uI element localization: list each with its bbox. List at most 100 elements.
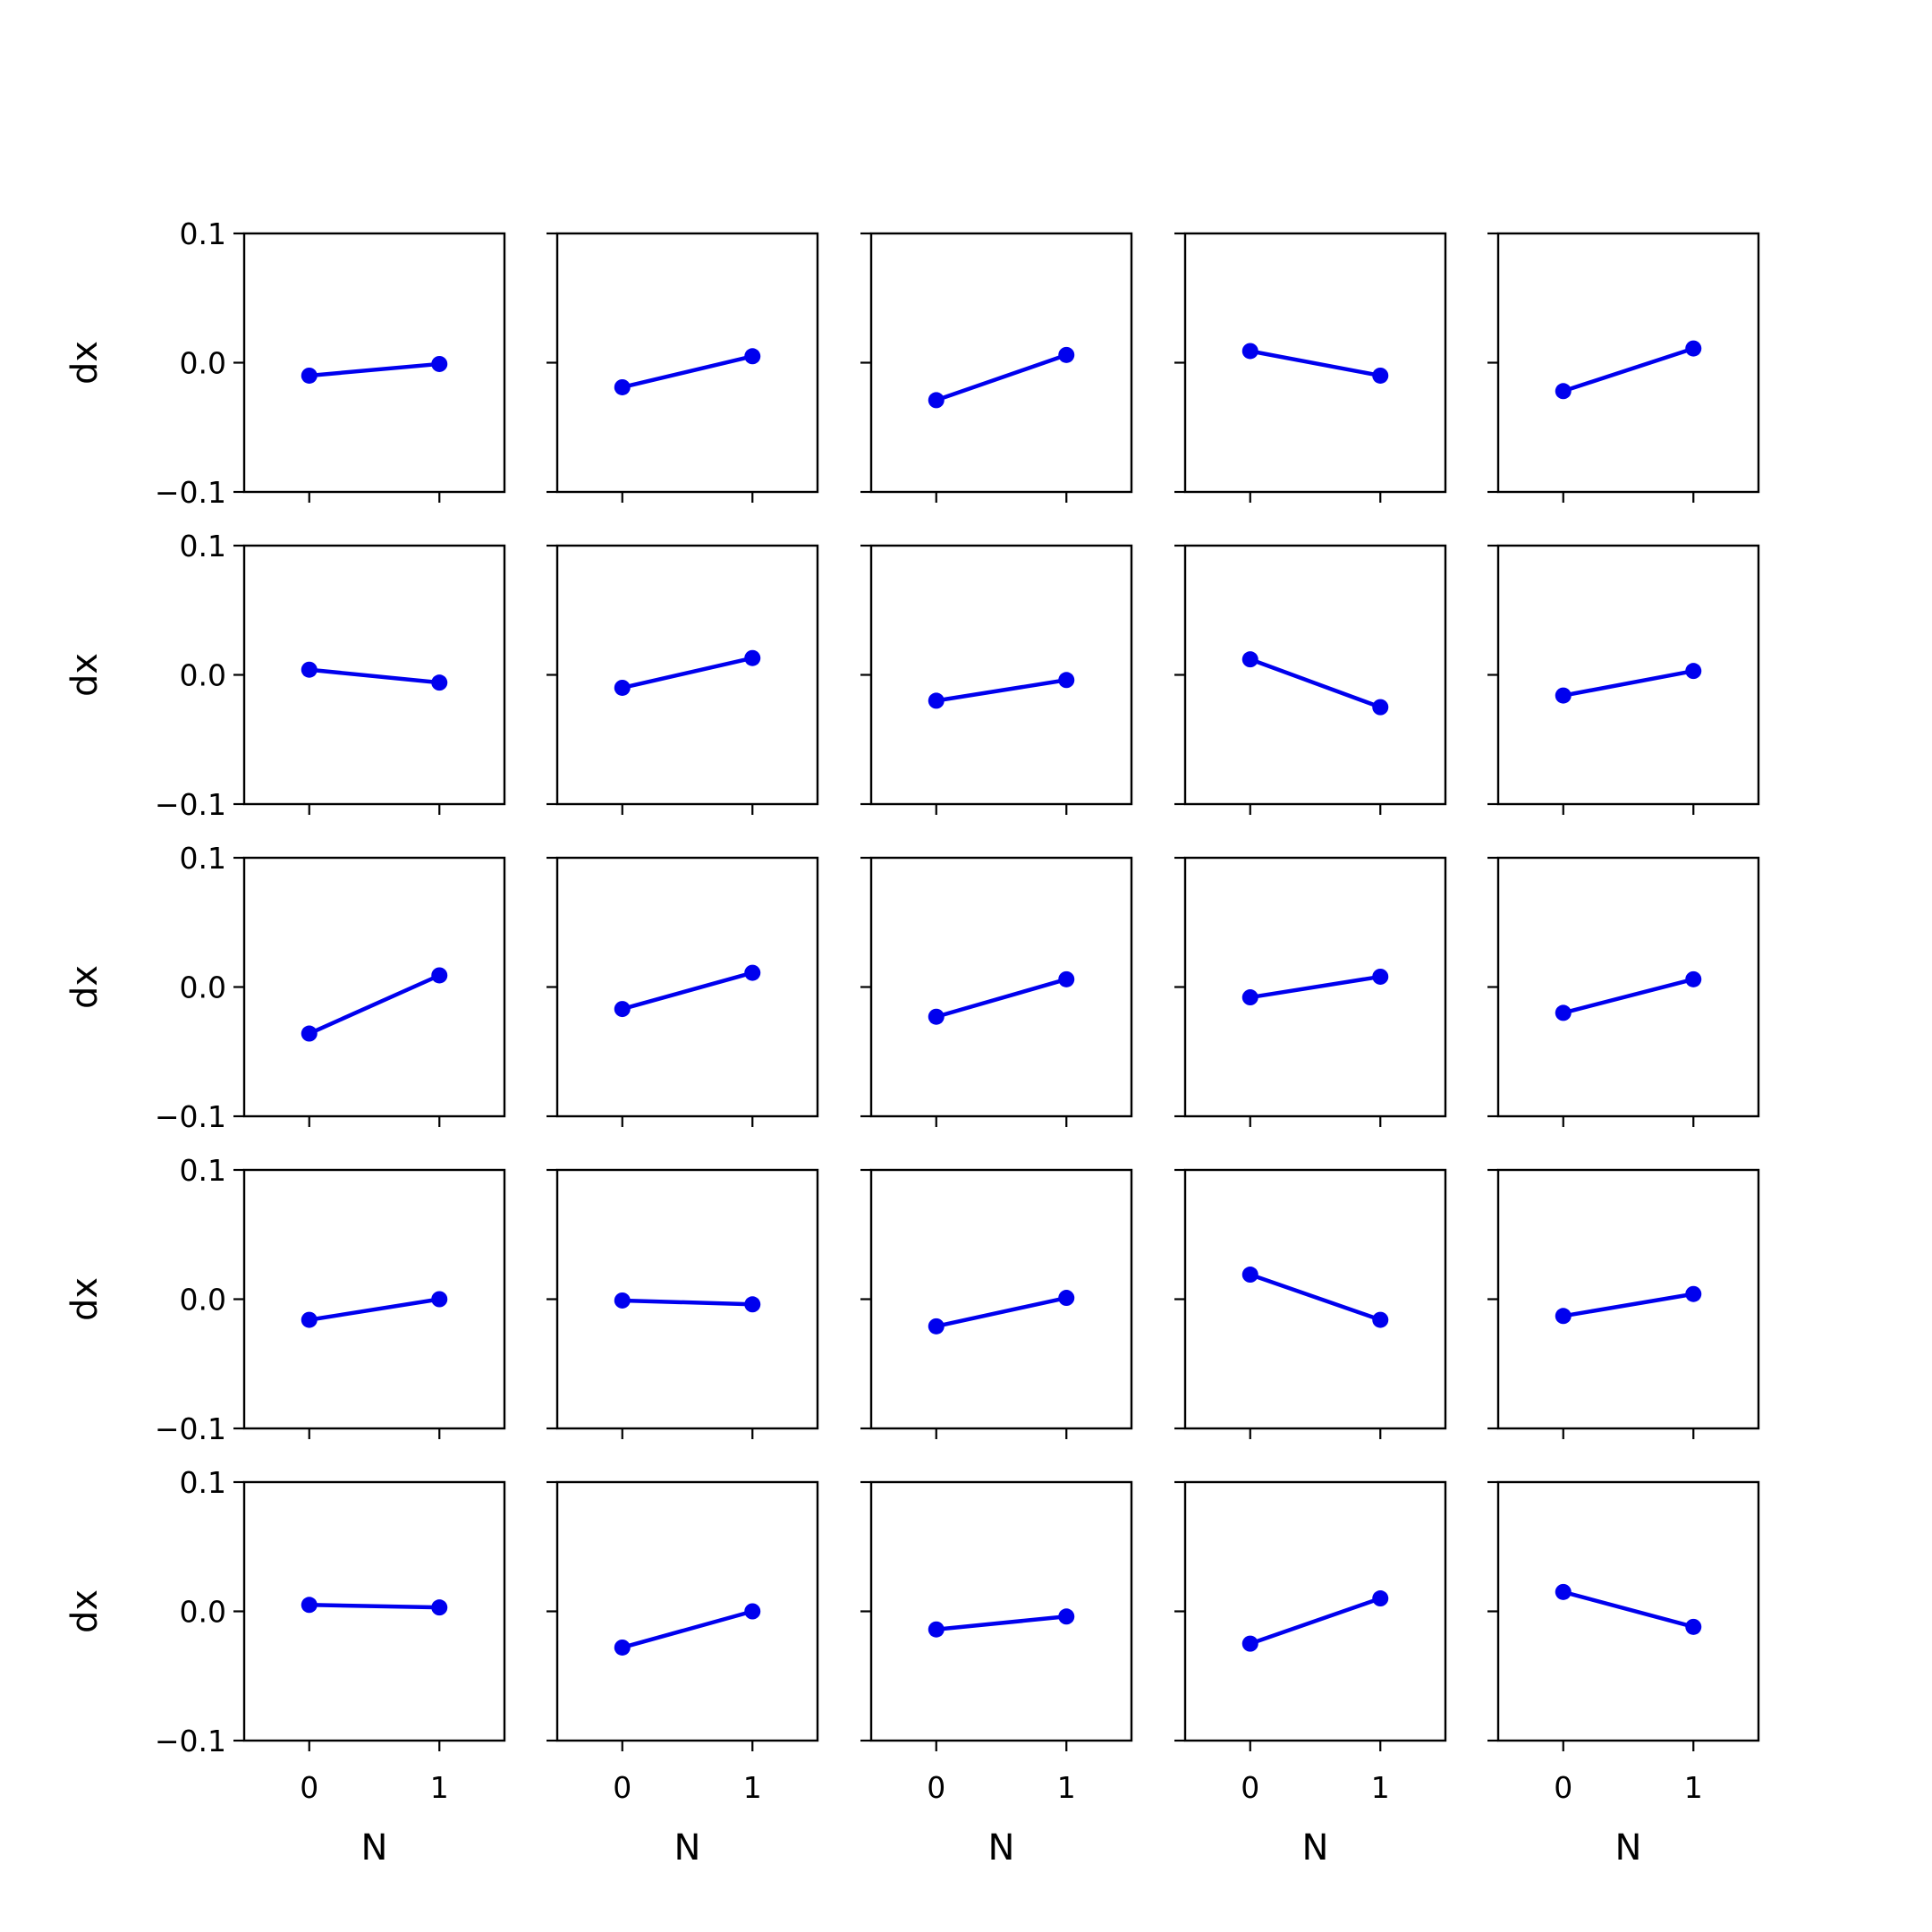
subplot-r2-c4	[1174, 544, 1447, 815]
axes-frame	[1496, 544, 1760, 806]
data-point	[1685, 970, 1702, 987]
x-tick-label: 1	[430, 1770, 449, 1805]
x-axis-label: N	[1302, 1827, 1329, 1868]
y-tick-label: −0.1	[155, 1724, 226, 1758]
axes-frame	[555, 232, 819, 494]
axes-frame	[1496, 1168, 1760, 1430]
data-point	[431, 355, 448, 372]
y-axis-label: dx	[64, 1277, 106, 1321]
x-tick-label: 0	[1554, 1770, 1572, 1805]
x-axis-label: N	[1615, 1827, 1642, 1868]
series-line	[936, 1295, 1067, 1329]
axes-frame	[242, 544, 506, 806]
axes-frame	[1496, 1480, 1760, 1742]
y-tick-label: 0.1	[180, 1153, 226, 1188]
data-point	[614, 378, 631, 395]
axes-frame	[1183, 856, 1447, 1118]
data-point	[744, 964, 761, 981]
panel-grid: 0.10.0−0.1dx0.10.0−0.1dx0.10.0−0.1dx0.10…	[64, 216, 1760, 1868]
series-line	[309, 1297, 440, 1322]
data-point	[431, 1291, 448, 1308]
data-point	[1685, 340, 1702, 357]
data-point	[1058, 1608, 1075, 1625]
series-line	[622, 354, 753, 390]
subplot-r3-c3	[860, 856, 1133, 1127]
subplot-r3-c2	[547, 856, 819, 1127]
subplot-r5-c1: 0.1 0.0 −0.1 0 1 dx N	[64, 1465, 506, 1868]
x-tick-label: 0	[613, 1770, 631, 1805]
axes-frame	[869, 1480, 1133, 1742]
axes-frame	[1183, 232, 1447, 494]
subplot-r4-c4	[1174, 1168, 1447, 1439]
data-point	[1555, 383, 1572, 400]
data-point	[1241, 651, 1258, 668]
axes-frame	[1183, 1480, 1447, 1742]
axes-frame	[1496, 856, 1760, 1118]
series-line	[1563, 346, 1694, 394]
y-tick-label: 0.1	[180, 1465, 226, 1500]
data-point	[1372, 968, 1389, 985]
subplot-r5-c3: 0 1 N	[860, 1480, 1133, 1868]
y-axis-label: dx	[64, 653, 106, 697]
data-point	[431, 967, 448, 984]
subplot-r2-c1: 0.1 0.0 −0.1 dx	[64, 529, 506, 822]
data-point	[1058, 672, 1075, 689]
series-line	[309, 361, 440, 378]
subplot-r4-c5	[1487, 1168, 1760, 1439]
data-point	[1058, 346, 1075, 363]
y-tick-label: −0.1	[155, 475, 226, 510]
data-point	[614, 1001, 631, 1018]
subplot-r2-c2	[547, 544, 819, 815]
axes-frame	[869, 544, 1133, 806]
axes-frame	[555, 544, 819, 806]
data-point	[431, 1599, 448, 1616]
data-point	[928, 392, 945, 409]
series-line	[309, 1603, 440, 1610]
data-point	[614, 1292, 631, 1309]
data-point	[1058, 1290, 1075, 1307]
y-tick-label: 0.0	[180, 658, 226, 693]
data-point	[301, 1597, 318, 1614]
data-point	[301, 1311, 318, 1328]
data-point	[1555, 1004, 1572, 1021]
y-tick-label: 0.0	[180, 1283, 226, 1318]
series-line	[1250, 974, 1381, 1000]
data-point	[301, 1025, 318, 1042]
y-tick-label: −0.1	[155, 787, 226, 822]
data-point	[1372, 1590, 1389, 1607]
data-point	[1241, 989, 1258, 1006]
data-point	[744, 649, 761, 666]
data-point	[744, 348, 761, 365]
y-tick-label: 0.0	[180, 1595, 226, 1630]
series-line	[309, 667, 440, 685]
series-line	[1563, 1292, 1694, 1318]
data-point	[928, 1621, 945, 1638]
subplot-r5-c4: 0 1 N	[1174, 1480, 1447, 1868]
y-axis-label: dx	[64, 341, 106, 385]
data-point	[1372, 1311, 1389, 1328]
data-point	[301, 661, 318, 678]
subplot-r2-c5	[1487, 544, 1760, 815]
y-tick-label: 0.1	[180, 529, 226, 564]
data-point	[1372, 367, 1389, 384]
data-point	[614, 1639, 631, 1656]
x-tick-label: 1	[1057, 1770, 1076, 1805]
x-axis-label: N	[361, 1827, 388, 1868]
x-axis-label: N	[988, 1827, 1015, 1868]
subplot-r3-c1: 0.1 0.0 −0.1 dx	[64, 841, 506, 1134]
data-point	[1241, 343, 1258, 360]
y-tick-label: 0.1	[180, 216, 226, 251]
y-tick-label: 0.0	[180, 970, 226, 1005]
y-tick-label: 0.1	[180, 841, 226, 876]
data-point	[928, 1008, 945, 1025]
axes-frame	[1183, 1168, 1447, 1430]
y-tick-label: 0.0	[180, 346, 226, 381]
data-point	[301, 367, 318, 384]
data-point	[744, 1296, 761, 1313]
y-tick-label: −0.1	[155, 1411, 226, 1446]
data-point	[928, 692, 945, 709]
axes-frame	[869, 1168, 1133, 1430]
series-line	[1250, 349, 1381, 378]
